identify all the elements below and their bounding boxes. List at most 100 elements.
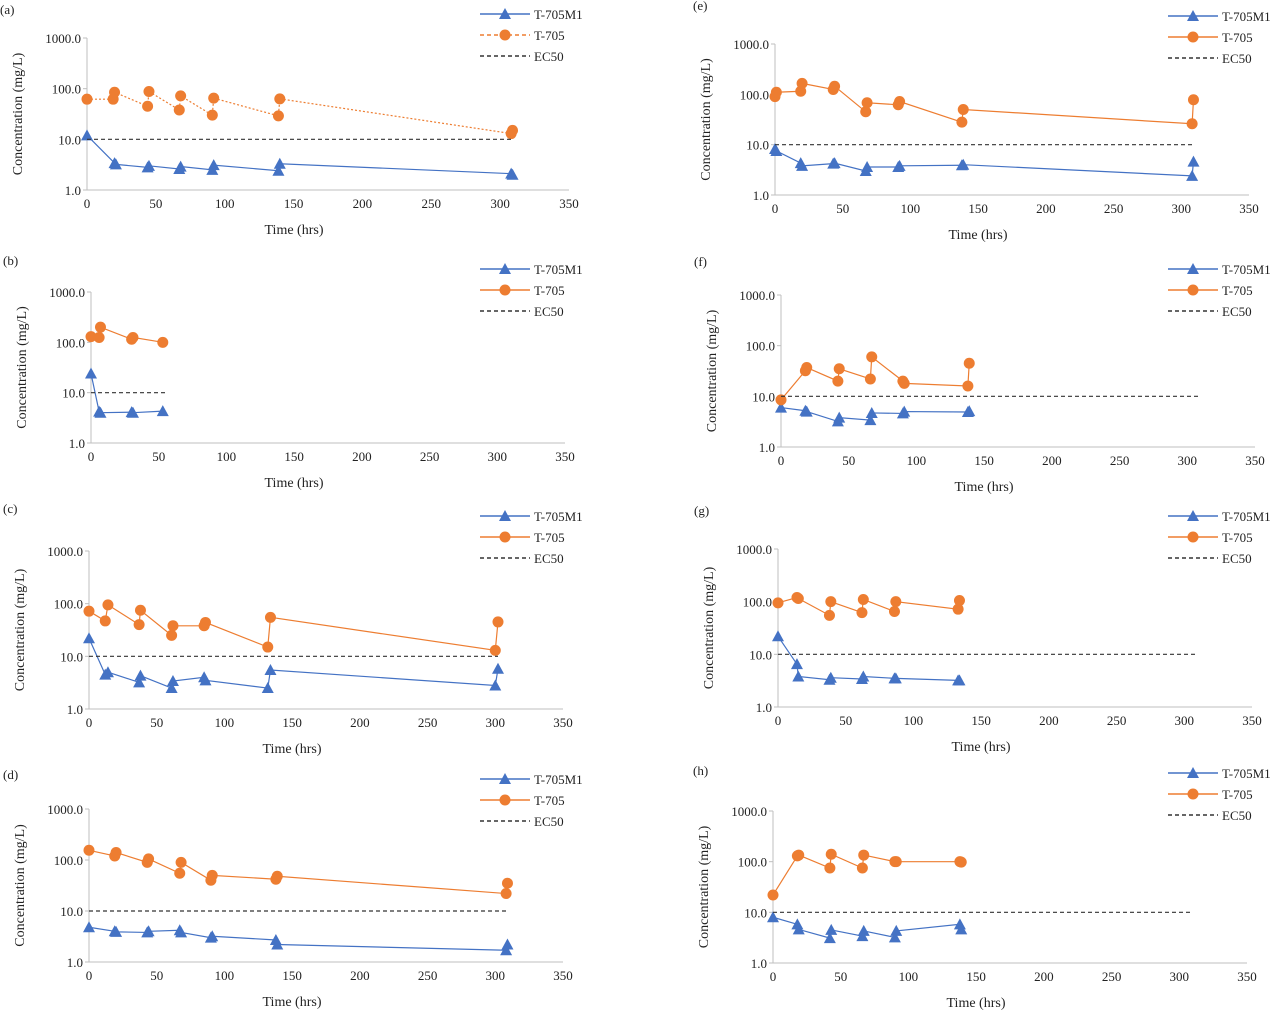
chart-panel-4: (d) 1.0 10.0 100.0 1000.0 0 50 100 150 200 250 300 3… (3, 767, 583, 1010)
data-point (175, 90, 187, 102)
data-point (489, 679, 502, 691)
x-tick-label: 0 (778, 453, 785, 468)
legend-label: EC50 (1222, 304, 1252, 319)
data-point (825, 848, 837, 860)
y-tick-label: 1000.0 (49, 285, 85, 300)
data-point (206, 869, 218, 881)
data-point (501, 938, 514, 950)
y-tick-label: 1000.0 (731, 804, 767, 819)
data-point (953, 595, 965, 607)
data-point (173, 104, 185, 116)
y-tick-label: 1000.0 (47, 802, 83, 817)
series-t-705 (772, 591, 965, 621)
data-point (134, 669, 147, 681)
data-point (823, 609, 835, 621)
x-tick-label: 50 (152, 449, 165, 464)
x-tick-label: 150 (284, 449, 304, 464)
data-point (134, 604, 146, 616)
data-point (208, 92, 220, 104)
data-point (770, 86, 782, 98)
x-tick-label: 0 (775, 713, 782, 728)
legend-marker (499, 773, 511, 784)
y-tick-label: 10.0 (746, 138, 769, 153)
x-tick-label: 200 (1034, 969, 1054, 984)
x-tick-label: 150 (968, 201, 988, 216)
y-tick-label: 100.0 (54, 597, 83, 612)
y-tick-label: 10.0 (60, 904, 83, 919)
data-point (889, 672, 902, 684)
data-point (890, 596, 902, 608)
x-axis-title: Time (hrs) (952, 740, 1011, 755)
data-point (102, 599, 114, 611)
x-tick-label: 100 (907, 453, 927, 468)
x-tick-label: 150 (282, 968, 302, 983)
legend-marker (499, 8, 511, 19)
data-point (1187, 94, 1199, 106)
x-axis-title: Time (hrs) (955, 480, 1014, 495)
legend-marker (1187, 10, 1199, 21)
x-tick-label: 200 (1042, 453, 1062, 468)
x-tick-label: 100 (215, 968, 235, 983)
y-tick-label: 100.0 (738, 855, 767, 870)
data-point (962, 380, 974, 392)
x-axis-title: Time (hrs) (265, 476, 324, 491)
y-tick-label: 1.0 (756, 700, 772, 715)
y-axis-title: Concentration (mg/L) (702, 566, 717, 689)
chart-panel-2: (b) 1.0 10.0 100.0 1000.0 0 50 100 150 200 250 300 3… (3, 253, 583, 491)
data-point (166, 675, 179, 687)
data-point (109, 158, 122, 170)
x-tick-label: 100 (217, 449, 237, 464)
y-tick-label: 1.0 (753, 188, 769, 203)
y-tick-label: 10.0 (752, 389, 775, 404)
chart-panel-1: (a) 1.0 10.0 100.0 1000.0 0 50 100 150 200 250 300 3… (0, 2, 583, 238)
data-point (110, 847, 122, 859)
data-point (857, 670, 870, 682)
data-point (823, 932, 836, 944)
y-tick-label: 1.0 (67, 955, 83, 970)
panel-label: (g) (694, 503, 709, 518)
x-tick-label: 300 (1170, 969, 1190, 984)
data-point (865, 406, 878, 418)
panel-label: (c) (3, 501, 17, 516)
legend-label: T-705M1 (1222, 262, 1271, 277)
data-point (1187, 155, 1200, 167)
data-point (174, 867, 186, 879)
data-point (489, 644, 501, 656)
panel-label: (d) (3, 767, 18, 782)
legend-label: T-705 (534, 28, 565, 43)
y-tick-label: 1.0 (65, 183, 81, 198)
data-point (898, 377, 910, 389)
x-tick-label: 250 (1107, 713, 1127, 728)
legend-label: EC50 (534, 49, 564, 64)
data-point (955, 856, 967, 868)
y-tick-label: 100.0 (746, 339, 775, 354)
x-tick-label: 100 (904, 713, 924, 728)
x-tick-label: 250 (1110, 453, 1130, 468)
x-tick-label: 50 (149, 196, 162, 211)
series-line (90, 373, 163, 414)
data-point (833, 411, 846, 423)
series-t-705m1 (767, 911, 968, 944)
x-tick-label: 250 (1102, 969, 1122, 984)
data-point (824, 862, 836, 874)
data-point (174, 160, 187, 172)
data-point (264, 611, 276, 623)
legend-label: T-705M1 (1222, 766, 1271, 781)
data-point (156, 405, 169, 417)
data-point (199, 674, 212, 686)
y-tick-label: 10.0 (744, 905, 767, 920)
legend-marker (1187, 788, 1199, 800)
legend-label: EC50 (534, 814, 564, 829)
data-point (888, 931, 901, 943)
series-t-705m1 (83, 632, 504, 694)
data-point (767, 911, 779, 923)
series-t-705 (767, 848, 967, 901)
legend-marker (1187, 284, 1199, 296)
data-point (94, 406, 107, 418)
x-tick-label: 100 (215, 715, 235, 730)
data-point (83, 921, 95, 933)
legend-marker (499, 794, 511, 806)
x-tick-label: 0 (86, 968, 93, 983)
data-point (133, 676, 146, 688)
x-tick-label: 200 (353, 196, 373, 211)
